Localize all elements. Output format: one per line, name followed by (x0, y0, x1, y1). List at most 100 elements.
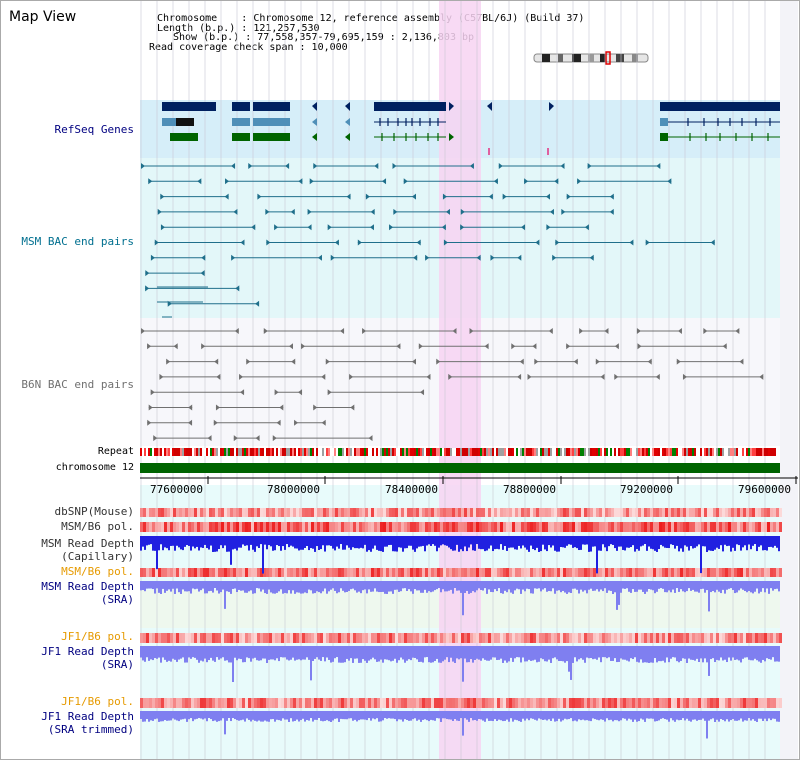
read-depth-bar (354, 581, 356, 591)
track-label-msm-b6-pol-2[interactable]: MSM/B6 pol. (61, 565, 134, 578)
polymorphism-cell (203, 568, 206, 577)
polymorphism-cell (713, 698, 716, 708)
read-depth-bar (622, 536, 624, 550)
polymorphism-cell (290, 698, 293, 708)
read-depth-bar (246, 711, 248, 719)
polymorphism-cell (410, 698, 413, 708)
read-depth-bar (406, 536, 408, 549)
polymorphism-cell (779, 568, 782, 577)
bac-end-marker (145, 270, 150, 277)
read-depth-bar (422, 536, 424, 546)
polymorphism-cell (479, 568, 482, 577)
polymorphism-cell (284, 508, 287, 517)
track-label-jf1-depth-trimmed[interactable]: JF1 Read Depth (41, 710, 134, 723)
track-label-dbsnp[interactable]: dbSNP(Mouse) (54, 505, 134, 518)
bac-end-marker (425, 254, 430, 261)
track-label-msm-b6-pol[interactable]: MSM/B6 pol. (61, 520, 134, 533)
polymorphism-cell (497, 568, 500, 577)
polymorphism-cell (659, 633, 662, 643)
polymorphism-cell (620, 698, 623, 708)
repeat-element (170, 448, 172, 456)
polymorphism-cell (512, 568, 515, 577)
bac-end-marker (609, 208, 614, 215)
track-label-jf1-depth-sra[interactable]: JF1 Read Depth (41, 645, 134, 658)
read-depth-bar (246, 536, 248, 546)
read-depth-bar (148, 646, 150, 661)
read-depth-bar (300, 581, 302, 594)
track-label-msm-depth-sra[interactable]: MSM Read Depth (41, 580, 134, 593)
track-label-jf1-b6-pol[interactable]: JF1/B6 pol. (61, 630, 134, 643)
polymorphism-cell (239, 568, 242, 577)
read-depth-bar (532, 711, 534, 719)
read-depth-bar (396, 536, 398, 552)
repeat-element (196, 448, 198, 456)
read-depth-bar (772, 536, 774, 548)
read-depth-bar (208, 646, 210, 661)
polymorphism-cell (209, 568, 212, 577)
read-depth-bar (668, 536, 670, 549)
read-depth-bar (210, 646, 212, 658)
read-depth-bar (254, 581, 256, 594)
repeat-element (440, 448, 442, 456)
read-depth-bar (552, 536, 554, 546)
repeat-element (682, 448, 684, 456)
read-depth-bar (766, 646, 768, 659)
track-label-chromosome[interactable]: chromosome 12 (55, 462, 134, 473)
read-depth-bar (374, 711, 376, 720)
repeat-element (522, 448, 524, 456)
polymorphism-cell (362, 522, 365, 532)
read-depth-bar (418, 711, 420, 720)
read-depth-bar (348, 711, 350, 719)
polymorphism-cell (296, 508, 299, 517)
read-depth-bar (294, 646, 296, 661)
repeat-element (408, 448, 410, 456)
read-depth-bar (324, 646, 326, 662)
read-depth-bar (390, 711, 392, 719)
track-label-msm-depth-capillary[interactable]: MSM Read Depth (41, 537, 134, 550)
polymorphism-cell (323, 698, 326, 708)
chromosome-ideogram[interactable] (528, 51, 654, 65)
read-depth-bar (518, 711, 520, 722)
read-depth-bar (380, 711, 382, 722)
read-depth-bar (298, 646, 300, 660)
repeat-element (534, 448, 536, 456)
polymorphism-cell (155, 508, 158, 517)
repeat-element (724, 448, 726, 456)
read-depth-bar (348, 581, 350, 591)
polymorphism-cell (716, 633, 719, 643)
polymorphism-cell (758, 522, 761, 532)
read-depth-bar (162, 646, 164, 658)
polymorphism-cell (512, 633, 515, 643)
read-depth-bar (548, 711, 550, 720)
read-depth-bar (604, 581, 606, 589)
view-position-marker (605, 51, 611, 65)
polymorphism-cell (161, 698, 164, 708)
repeat-element (566, 448, 568, 456)
track-label-msm-bac[interactable]: MSM BAC end pairs (21, 235, 134, 248)
read-depth-bar (622, 646, 624, 660)
track-label-jf1-b6-pol-2[interactable]: JF1/B6 pol. (61, 695, 134, 708)
read-depth-bar (214, 581, 216, 589)
polymorphism-cell (728, 508, 731, 517)
polymorphism-cell (389, 633, 392, 643)
read-depth-bar (302, 646, 304, 660)
polymorphism-cell (689, 698, 692, 708)
repeat-element (354, 448, 356, 456)
read-depth-bar (660, 646, 662, 662)
track-label-b6n-bac[interactable]: B6N BAC end pairs (21, 378, 134, 391)
track-label-repeat[interactable]: Repeat (97, 446, 134, 457)
track-label-refseq[interactable]: RefSeq Genes (54, 123, 134, 136)
read-depth-bar (192, 581, 194, 589)
polymorphism-cell (587, 698, 590, 708)
polymorphism-cell (623, 568, 626, 577)
repeat-element (520, 448, 522, 456)
bac-end-marker (240, 239, 245, 246)
polymorphism-cell (188, 508, 191, 517)
read-depth-bar (292, 536, 294, 547)
polymorphism-cell (188, 698, 191, 708)
read-depth-bar (704, 646, 706, 659)
read-depth-bar (356, 646, 358, 659)
read-depth-bar (536, 536, 538, 548)
polymorphism-cell (581, 522, 584, 532)
